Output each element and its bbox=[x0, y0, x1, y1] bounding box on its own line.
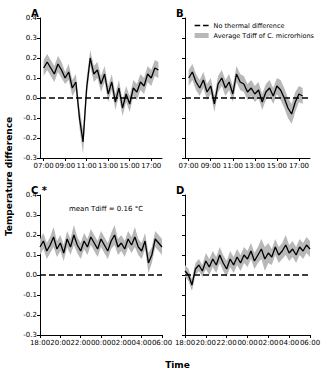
svg-text:-0.2: -0.2 bbox=[23, 311, 37, 319]
svg-text:-0.1: -0.1 bbox=[23, 114, 37, 122]
svg-text:A: A bbox=[31, 8, 39, 19]
svg-text:No thermal difference: No thermal difference bbox=[214, 22, 285, 30]
svg-text:0.3: 0.3 bbox=[26, 211, 37, 219]
svg-text:04:00: 04:00 bbox=[279, 339, 299, 347]
svg-text:11:00: 11:00 bbox=[223, 162, 243, 170]
svg-text:13:00: 13:00 bbox=[98, 162, 118, 170]
svg-text:00:00: 00:00 bbox=[237, 339, 257, 347]
svg-text:Temperature difference: Temperature difference bbox=[4, 117, 14, 236]
svg-text:C *: C * bbox=[31, 185, 48, 196]
svg-text:00:00: 00:00 bbox=[91, 339, 111, 347]
svg-text:Time: Time bbox=[165, 360, 190, 370]
svg-text:-0.3: -0.3 bbox=[23, 331, 37, 339]
svg-text:07:00: 07:00 bbox=[179, 162, 199, 170]
svg-text:0.1: 0.1 bbox=[26, 74, 37, 82]
svg-text:09:00: 09:00 bbox=[201, 162, 221, 170]
svg-text:17:00: 17:00 bbox=[289, 162, 309, 170]
svg-text:20:00: 20:00 bbox=[196, 339, 216, 347]
svg-text:mean Tdiff = 0.16 °C: mean Tdiff = 0.16 °C bbox=[69, 205, 143, 213]
svg-text:Average Tdiff of C. microrhion: Average Tdiff of C. microrhions bbox=[214, 32, 315, 40]
svg-text:0.1: 0.1 bbox=[26, 251, 37, 259]
svg-text:-0.1: -0.1 bbox=[23, 291, 37, 299]
svg-text:02:00: 02:00 bbox=[258, 339, 278, 347]
svg-text:17:00: 17:00 bbox=[141, 162, 161, 170]
svg-text:15:00: 15:00 bbox=[120, 162, 140, 170]
svg-text:-0.3: -0.3 bbox=[23, 154, 37, 162]
svg-text:20:00: 20:00 bbox=[50, 339, 70, 347]
svg-text:15:00: 15:00 bbox=[267, 162, 287, 170]
svg-text:0.0: 0.0 bbox=[26, 271, 37, 279]
svg-text:-0.2: -0.2 bbox=[23, 134, 37, 142]
svg-text:0.2: 0.2 bbox=[26, 54, 37, 62]
svg-text:D: D bbox=[176, 185, 184, 196]
svg-text:0.3: 0.3 bbox=[26, 34, 37, 42]
svg-text:06:00: 06:00 bbox=[300, 339, 320, 347]
svg-text:09:00: 09:00 bbox=[55, 162, 75, 170]
svg-text:22:00: 22:00 bbox=[71, 339, 91, 347]
svg-text:B: B bbox=[176, 8, 184, 19]
svg-text:0.0: 0.0 bbox=[26, 94, 37, 102]
svg-text:02:00: 02:00 bbox=[111, 339, 131, 347]
svg-text:18:00: 18:00 bbox=[30, 339, 50, 347]
svg-text:04:00: 04:00 bbox=[132, 339, 152, 347]
svg-text:11:00: 11:00 bbox=[77, 162, 97, 170]
svg-text:18:00: 18:00 bbox=[175, 339, 195, 347]
svg-text:06:00: 06:00 bbox=[152, 339, 172, 347]
svg-text:07:00: 07:00 bbox=[33, 162, 53, 170]
svg-text:13:00: 13:00 bbox=[245, 162, 265, 170]
svg-text:0.2: 0.2 bbox=[26, 231, 37, 239]
svg-text:22:00: 22:00 bbox=[217, 339, 237, 347]
